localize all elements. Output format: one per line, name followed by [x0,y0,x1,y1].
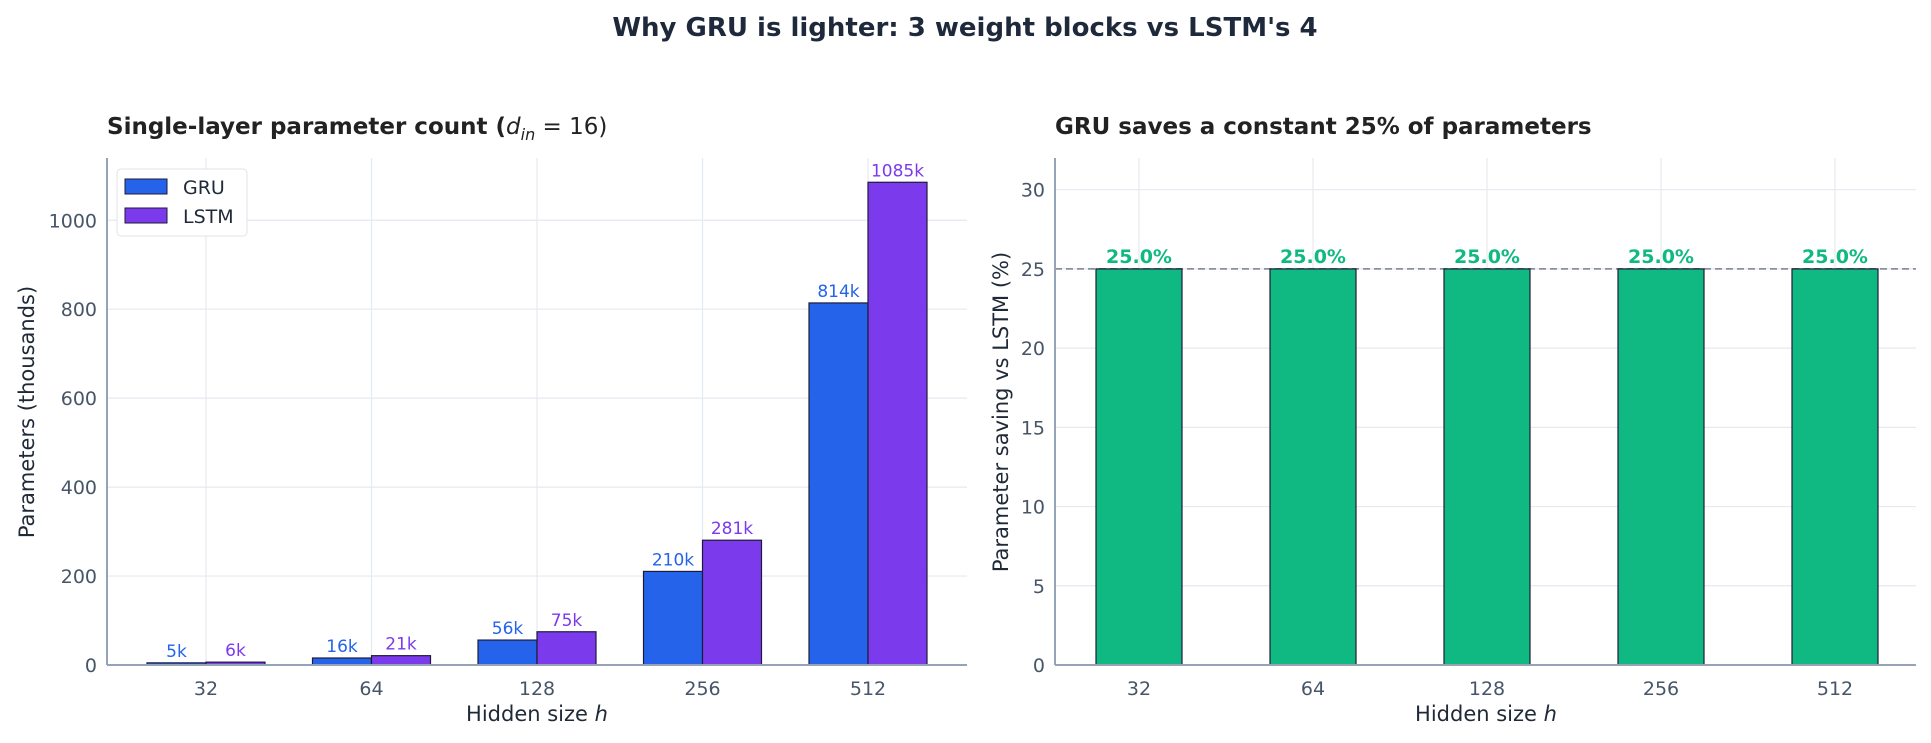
x-tick-label: 256 [684,678,720,700]
data-label: 21k [385,635,417,655]
y-tick-label: 1000 [49,210,97,232]
x-tick-label: 32 [194,678,218,700]
data-label: 25.0% [1280,246,1346,268]
bar-gru-512 [808,302,869,666]
bar-gru-64 [311,657,373,666]
y-tick-label: 20 [1021,338,1045,360]
data-label: 814k [817,282,859,302]
legend-swatch-gru [124,178,168,195]
data-label: 25.0% [1106,246,1172,268]
x-tick-label: 128 [519,678,555,700]
legend-swatch-lstm [124,207,168,224]
left-y-axis-label: Parameters (thousands) [15,286,39,538]
data-label: 25.0% [1802,246,1868,268]
bar-saving-256 [1617,268,1705,666]
y-tick-label: 400 [61,477,97,499]
bar-gru-256 [642,570,704,666]
left-x-axis-label: Hidden size h [466,702,608,726]
y-tick-label: 5 [1033,576,1045,598]
data-label: 5k [166,642,187,662]
data-label: 210k [652,550,694,570]
right-chart: GRU saves a constant 25% of parameters H… [989,114,1916,726]
legend: GRU LSTM [116,168,248,237]
y-tick-label: 30 [1021,180,1045,202]
figure-suptitle: Why GRU is lighter: 3 weight blocks vs L… [612,13,1317,43]
data-label: 6k [225,641,246,661]
bar-lstm-256 [701,539,763,666]
bar-lstm-64 [370,655,432,666]
legend-label-gru: GRU [183,177,225,199]
right-x-axis-label: Hidden size h [1415,702,1557,726]
bar-saving-512 [1791,268,1879,666]
x-tick-label: 64 [359,678,383,700]
data-label: 56k [492,619,524,639]
bar-saving-32 [1095,268,1183,666]
y-tick-label: 10 [1021,497,1045,519]
x-tick-label: 512 [850,678,886,700]
data-label: 16k [326,637,358,657]
x-tick-label: 64 [1301,678,1325,700]
y-tick-label: 800 [61,299,97,321]
right-y-axis-label: Parameter saving vs LSTM (%) [989,252,1013,572]
left-chart: Single-layer parameter count (din = 16) … [15,114,967,726]
right-chart-title: GRU saves a constant 25% of parameters [1055,114,1592,140]
y-tick-label: 0 [85,655,97,677]
x-tick-label: 32 [1127,678,1151,700]
left-chart-title: Single-layer parameter count (din = 16) [107,114,607,144]
bar-lstm-512 [867,181,928,666]
data-label: 1085k [871,161,924,181]
bar-saving-128 [1443,268,1531,666]
bar-lstm-128 [536,631,597,666]
x-tick-label: 512 [1817,678,1853,700]
y-tick-label: 15 [1021,417,1045,439]
bar-gru-128 [477,639,538,666]
x-tick-label: 256 [1643,678,1679,700]
data-label: 25.0% [1628,246,1694,268]
y-tick-label: 200 [61,566,97,588]
data-label: 281k [711,519,753,539]
data-label: 25.0% [1454,246,1520,268]
y-tick-label: 0 [1033,655,1045,677]
y-tick-label: 25 [1021,259,1045,281]
bar-saving-64 [1269,268,1357,666]
data-label: 75k [551,611,583,631]
legend-label-lstm: LSTM [183,206,234,228]
y-tick-label: 600 [61,388,97,410]
x-tick-label: 128 [1469,678,1505,700]
